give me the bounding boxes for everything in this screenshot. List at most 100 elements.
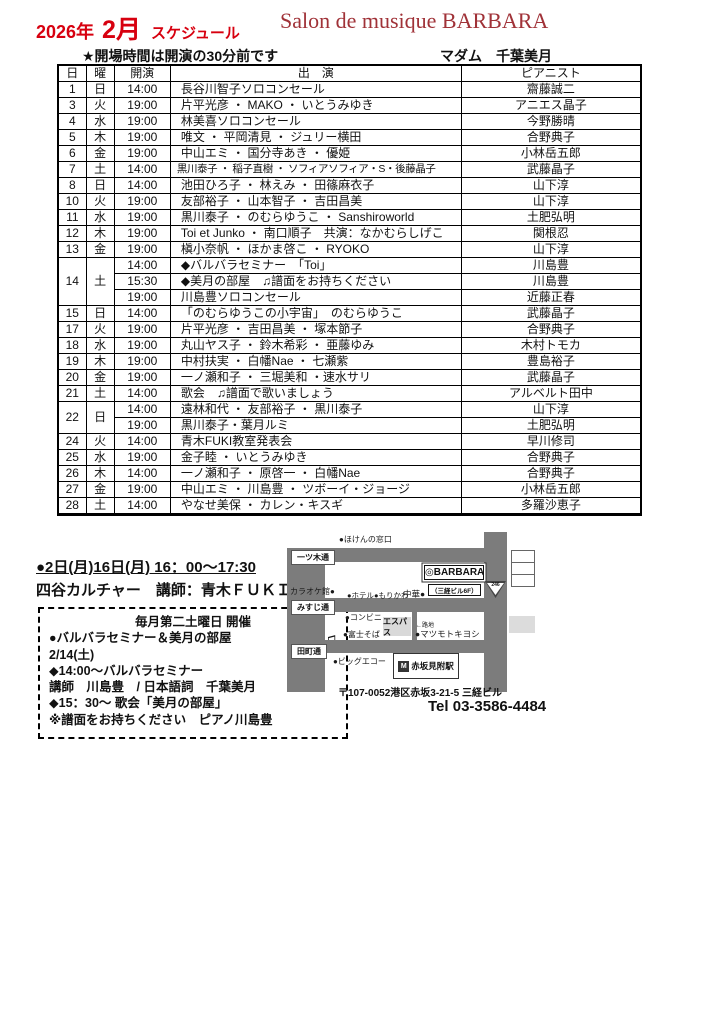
cell-start-time: 19:00 bbox=[113, 225, 171, 242]
table-row: 26 木 14:00 一ノ瀬和子 ・ 原啓一 ・ 白幡Nae 合野典子 bbox=[57, 465, 642, 482]
cell-day: 20 bbox=[57, 369, 87, 386]
cell-weekday: 火 bbox=[85, 97, 115, 114]
schedule-table: 日 曜 開演 出 演 ピアニスト 1 日 14:00 長谷川智子ソロコンセール 齋藤誠二… bbox=[57, 64, 642, 516]
culture-teacher-line: 四谷カルチャー 講師：青木ＦＵＫＩ bbox=[36, 582, 291, 599]
map-alley bbox=[412, 612, 417, 640]
cell-start-time: 19:00 bbox=[113, 369, 171, 386]
seminar-title: 毎月第二土曜日 開催 bbox=[135, 615, 251, 629]
cell-weekday: 日 bbox=[85, 177, 115, 194]
cell-pianist: 山下淳 bbox=[460, 193, 642, 210]
cell-performers: 歌会 ♫譜面で歌いましょう bbox=[169, 385, 462, 402]
seminar-line-4: 講師 川島豊 / 日本語詞 千葉美月 bbox=[49, 680, 256, 694]
cell-day: 4 bbox=[57, 113, 87, 130]
cell-day: 25 bbox=[57, 449, 87, 466]
table-row: 6 金 19:00 中山エミ ・ 国分寺あき ・ 優姫 小林岳五郎 bbox=[57, 145, 642, 162]
cell-start-time: 15:30 bbox=[113, 273, 171, 290]
schedule-table-body: 1 日 14:00 長谷川智子ソロコンセール 齋藤誠二 3 火 19:00 片平光彦 ・ MAK… bbox=[57, 81, 642, 515]
cell-start-time: 14:00 bbox=[113, 433, 171, 450]
cell-pianist: アニエス晶子 bbox=[460, 97, 642, 114]
cell-performers: 槇小奈帆 ・ ほかま啓こ ・ RYOKO bbox=[169, 241, 462, 258]
cell-start-time: 19:00 bbox=[113, 145, 171, 162]
table-row: 12 木 19:00 Toi et Junko ・ 南口順子 共演：なかむらしげこ 関根… bbox=[57, 225, 642, 242]
cell-performers: 片平光彦 ・ 吉田昌美 ・ 塚本節子 bbox=[169, 321, 462, 338]
map-building-block-3 bbox=[511, 574, 535, 587]
col-header-day: 日 bbox=[57, 64, 87, 82]
map-station-box: M 赤坂見附駅 bbox=[393, 653, 459, 679]
cell-pianist: 川島豊 bbox=[460, 273, 642, 290]
table-row: 10 火 19:00 友部裕子 ・ 山本智子 ・ 吉田昌美 山下淳 bbox=[57, 193, 642, 210]
cell-day: 28 bbox=[57, 497, 87, 515]
cell-pianist: 小林岳五郎 bbox=[460, 145, 642, 162]
page-title: 2026年 2月 スケジュール bbox=[36, 10, 240, 46]
cell-weekday: 土 bbox=[85, 497, 115, 515]
table-row: 11 水 19:00 黒川泰子 ・ のむらゆうこ ・ Sanshiroworld 土肥弘… bbox=[57, 209, 642, 226]
map-label-hotel-morikawa: ●ホテル●もりかわ bbox=[347, 591, 409, 600]
cell-day: 1 bbox=[57, 81, 87, 98]
access-map: ●ほけんの窓口 一ツ木通 カラオケ館● みすじ通 田町通 ●ホテル●もりかわ 中… bbox=[287, 532, 545, 692]
cell-start-time: 19:00 bbox=[113, 193, 171, 210]
cell-start-time: 14:00 bbox=[113, 305, 171, 322]
cell-pianist: 川島豊 bbox=[460, 257, 642, 274]
cell-start-time: 19:00 bbox=[113, 417, 171, 434]
cell-performers: ◆美月の部屋 ♫譜面をお持ちください bbox=[169, 273, 462, 290]
cell-weekday: 日 bbox=[85, 305, 115, 322]
cell-pianist: 近藤正春 bbox=[460, 289, 642, 306]
cell-performers: 川島豊ソロコンセール bbox=[169, 289, 462, 306]
cell-day: 3 bbox=[57, 97, 87, 114]
cell-day: 5 bbox=[57, 129, 87, 146]
map-label-chuka: 中華● bbox=[403, 589, 426, 599]
cell-performers: 金子睦 ・ いとうみゆき bbox=[169, 449, 462, 466]
cell-start-time: 14:00 bbox=[113, 497, 171, 515]
cell-performers: 長谷川智子ソロコンセール bbox=[169, 81, 462, 98]
cell-day: 12 bbox=[57, 225, 87, 242]
cell-pianist: 早川修司 bbox=[460, 433, 642, 450]
table-row: 19:00 黒川泰子・葉月ルミ 土肥弘明 bbox=[58, 417, 642, 434]
title-year: 2026年 bbox=[36, 22, 95, 42]
map-label-karaoke: カラオケ館● bbox=[290, 587, 335, 596]
cell-start-time: 19:00 bbox=[113, 321, 171, 338]
cell-pianist: 土肥弘明 bbox=[460, 417, 642, 434]
cell-performers: 一ノ瀬和子 ・ 原啓一 ・ 白幡Nae bbox=[169, 465, 462, 482]
map-street-tamachi: 田町通 bbox=[291, 644, 327, 659]
salon-title: Salon de musique BARBARA bbox=[280, 8, 549, 33]
cell-weekday: 火 bbox=[85, 193, 115, 210]
seminar-line-5: ◆15：30～ 歌会「美月の部屋」 bbox=[49, 696, 228, 711]
cell-performers: 丸山ヤス子 ・ 鈴木希彩 ・ 亜藤ゆみ bbox=[169, 337, 462, 354]
cell-weekday: 金 bbox=[85, 481, 115, 498]
cell-weekday: 火 bbox=[85, 433, 115, 450]
cell-pianist: 山下淳 bbox=[460, 241, 642, 258]
cell-day: 26 bbox=[57, 465, 87, 482]
cell-performers: 池田ひろ子 ・ 林えみ ・ 田篠麻衣子 bbox=[169, 177, 462, 194]
map-label-hoken: ●ほけんの窓口 bbox=[339, 535, 392, 544]
cell-pianist: 小林岳五郎 bbox=[460, 481, 642, 498]
map-road-top bbox=[287, 548, 507, 562]
map-label-bigecho: ●ビッグエコー bbox=[333, 657, 386, 666]
table-row: 1 日 14:00 長谷川智子ソロコンセール 齋藤誠二 bbox=[57, 81, 642, 98]
map-label-fujisoba: ●富士そば bbox=[343, 630, 380, 639]
table-row: 14 土 14:00 ◆バルバラセミナー 「Toi」 川島豊 bbox=[57, 257, 642, 306]
table-row: 15 日 14:00 「のむらゆうこの小宇宙」 のむらゆうこ 武藤晶子 bbox=[57, 305, 642, 322]
cell-pianist: 武藤晶子 bbox=[460, 161, 642, 178]
cell-performers: 遠林和代 ・ 友部裕子 ・ 黒川泰子 bbox=[169, 401, 462, 418]
cell-weekday: 土 bbox=[85, 161, 115, 178]
cell-start-time: 14:00 bbox=[113, 401, 171, 418]
cell-day: 19 bbox=[57, 353, 87, 370]
table-row: 28 土 14:00 やなせ美保 ・ カレン・キスギ 多羅沙恵子 bbox=[57, 497, 642, 515]
cell-start-time: 19:00 bbox=[113, 289, 171, 306]
cell-performers: 黒川泰子 ・ 稲子直樹 ・ ソフィアソフィア・S・後藤晶子 bbox=[169, 161, 462, 178]
table-row: 15:30 ◆美月の部屋 ♫譜面をお持ちください 川島豊 bbox=[58, 273, 642, 290]
map-label-conbini: ●コンビニ bbox=[345, 613, 382, 622]
seminar-box: 毎月第二土曜日 開催 ●バルバラセミナー＆美月の部屋 2/14(土) ◆14:0… bbox=[38, 607, 348, 739]
cell-day: 8 bbox=[57, 177, 87, 194]
title-schedule-label: スケジュール bbox=[150, 25, 240, 42]
table-row: 18 水 19:00 丸山ヤス子 ・ 鈴木希彩 ・ 亜藤ゆみ 木村トモカ bbox=[57, 337, 642, 354]
cell-start-time: 14:00 bbox=[113, 177, 171, 194]
cell-weekday: 木 bbox=[85, 225, 115, 242]
cell-day: 24 bbox=[57, 433, 87, 450]
cell-day: 15 bbox=[57, 305, 87, 322]
cell-day: 21 bbox=[57, 385, 87, 402]
table-row: 17 火 19:00 片平光彦 ・ 吉田昌美 ・ 塚本節子 合野典子 bbox=[57, 321, 642, 338]
table-row: 27 金 19:00 中山エミ ・ 川島豊 ・ ツボーイ・ジョージ 小林岳五郎 bbox=[57, 481, 642, 498]
table-row: 24 火 14:00 青木FUKI教室発表会 早川修司 bbox=[57, 433, 642, 450]
map-station-name: 赤坂見附駅 bbox=[411, 661, 454, 671]
